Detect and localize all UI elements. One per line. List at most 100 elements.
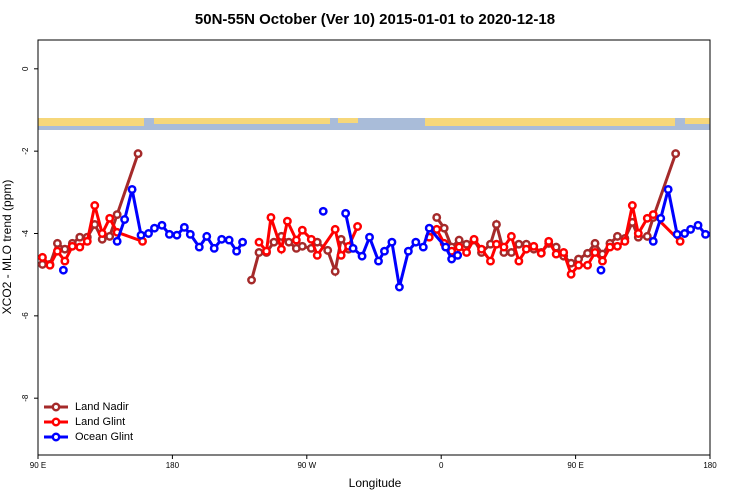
point — [282, 216, 292, 226]
x-tick-label: 180 — [166, 461, 180, 470]
point — [514, 239, 524, 249]
point — [75, 242, 85, 252]
point — [418, 242, 428, 252]
point — [633, 229, 643, 238]
point — [492, 239, 501, 249]
point — [605, 242, 615, 252]
point — [672, 229, 682, 239]
point — [291, 235, 301, 245]
point — [67, 241, 77, 251]
point — [297, 225, 307, 235]
x-tick-label: 0 — [439, 461, 444, 470]
point — [403, 246, 413, 256]
point — [671, 149, 681, 159]
point — [353, 222, 363, 231]
x-tick-label: 90 E — [30, 461, 46, 470]
point — [566, 269, 576, 279]
point — [499, 242, 509, 252]
point — [112, 210, 122, 220]
point — [701, 229, 710, 239]
y-tick-label: -6 — [21, 312, 30, 320]
point — [447, 254, 457, 264]
x-tick-label: 90 E — [567, 461, 583, 470]
point — [52, 246, 62, 256]
point — [680, 229, 690, 238]
y-tick-label: 0 — [21, 66, 30, 71]
point — [97, 229, 107, 238]
point — [144, 229, 153, 238]
point — [380, 246, 389, 256]
point — [60, 244, 70, 254]
point — [411, 237, 421, 247]
point — [266, 212, 276, 222]
legend-label: Ocean Glint — [75, 431, 133, 443]
point — [82, 236, 92, 246]
point — [686, 224, 696, 234]
point — [185, 229, 195, 239]
point — [620, 236, 630, 246]
point — [469, 234, 479, 244]
point — [521, 244, 531, 254]
point — [432, 224, 442, 234]
legend-marker — [51, 432, 61, 442]
point — [441, 242, 451, 252]
point — [120, 215, 130, 224]
legend-label: Land Nadir — [75, 401, 129, 413]
point — [38, 252, 47, 262]
point — [330, 224, 340, 234]
point — [38, 259, 47, 269]
point — [179, 222, 189, 232]
point — [462, 247, 472, 257]
point — [357, 251, 367, 261]
point — [663, 184, 673, 194]
point — [387, 237, 397, 247]
point — [648, 210, 658, 220]
point — [514, 256, 524, 266]
point — [506, 231, 516, 241]
point — [642, 231, 652, 241]
point — [439, 223, 449, 233]
point — [583, 248, 592, 258]
point — [453, 250, 463, 260]
point — [172, 230, 182, 240]
point — [330, 266, 340, 276]
point — [90, 201, 100, 210]
point — [627, 201, 637, 210]
point — [323, 245, 333, 255]
y-axis-label: XCO2 - MLO trend (ppm) — [0, 180, 14, 315]
point — [247, 275, 256, 285]
point — [590, 247, 600, 257]
point — [284, 237, 294, 247]
point — [529, 241, 539, 251]
point — [127, 184, 137, 194]
plot-frame — [37, 39, 711, 456]
legend-label: Land Glint — [75, 416, 125, 428]
point — [544, 236, 554, 246]
point — [52, 238, 62, 248]
point — [642, 213, 652, 223]
point — [612, 241, 622, 251]
point — [336, 250, 346, 260]
point — [217, 234, 227, 244]
chart-title: 50N-55N October (Ver 10) 2015-01-01 to 2… — [195, 11, 555, 28]
point — [348, 243, 358, 253]
point — [232, 246, 242, 256]
point — [164, 229, 174, 239]
point — [365, 232, 374, 242]
legend-marker — [51, 402, 61, 412]
point — [492, 219, 501, 229]
point — [254, 237, 264, 247]
point — [374, 256, 383, 266]
point — [105, 213, 115, 223]
point — [58, 265, 68, 275]
point — [506, 247, 516, 257]
point — [262, 246, 271, 256]
point — [312, 250, 322, 260]
land-ocean-strip — [38, 118, 710, 130]
point — [598, 256, 607, 266]
point — [574, 260, 584, 270]
y-tick-label: -4 — [21, 229, 30, 237]
point — [224, 235, 234, 245]
point — [477, 244, 486, 254]
